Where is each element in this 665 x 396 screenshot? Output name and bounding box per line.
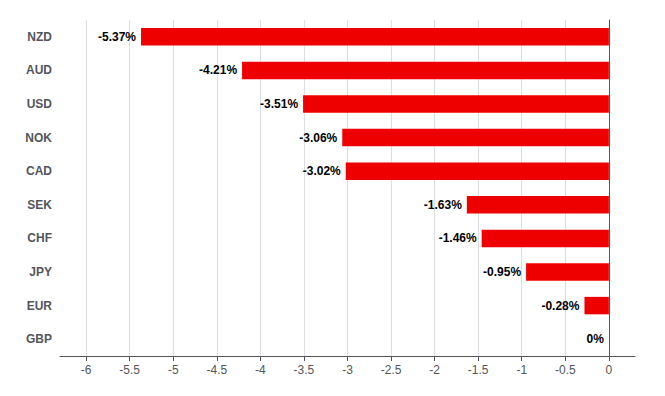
svg-text:-4.21%: -4.21% [199,63,237,77]
svg-text:NOK: NOK [25,131,52,145]
svg-text:0: 0 [606,363,613,377]
svg-text:-3.51%: -3.51% [260,97,298,111]
svg-text:-1: -1 [516,363,527,377]
svg-text:-3: -3 [342,363,353,377]
svg-text:-4.5: -4.5 [206,363,227,377]
svg-text:-1.5: -1.5 [468,363,489,377]
svg-text:-3.06%: -3.06% [299,131,337,145]
svg-text:USD: USD [27,97,53,111]
svg-text:GBP: GBP [26,332,52,346]
svg-text:CAD: CAD [26,164,52,178]
svg-text:AUD: AUD [26,63,52,77]
svg-text:EUR: EUR [27,299,53,313]
svg-text:-2.5: -2.5 [381,363,402,377]
svg-text:SEK: SEK [27,198,52,212]
svg-text:JPY: JPY [29,265,52,279]
svg-text:0%: 0% [587,332,605,346]
svg-text:CHF: CHF [27,231,52,245]
svg-text:-1.46%: -1.46% [439,231,477,245]
svg-text:-5.5: -5.5 [119,363,140,377]
svg-text:-4: -4 [255,363,266,377]
svg-text:-1.63%: -1.63% [424,198,462,212]
svg-text:-3.5: -3.5 [294,363,315,377]
svg-text:-0.5: -0.5 [555,363,576,377]
svg-text:-3.02%: -3.02% [303,164,341,178]
svg-text:-6: -6 [81,363,92,377]
svg-text:NZD: NZD [27,30,52,44]
svg-text:-5: -5 [168,363,179,377]
svg-text:-0.95%: -0.95% [483,265,521,279]
svg-text:-5.37%: -5.37% [98,30,136,44]
svg-text:-0.28%: -0.28% [541,299,579,313]
svg-text:-2: -2 [429,363,440,377]
